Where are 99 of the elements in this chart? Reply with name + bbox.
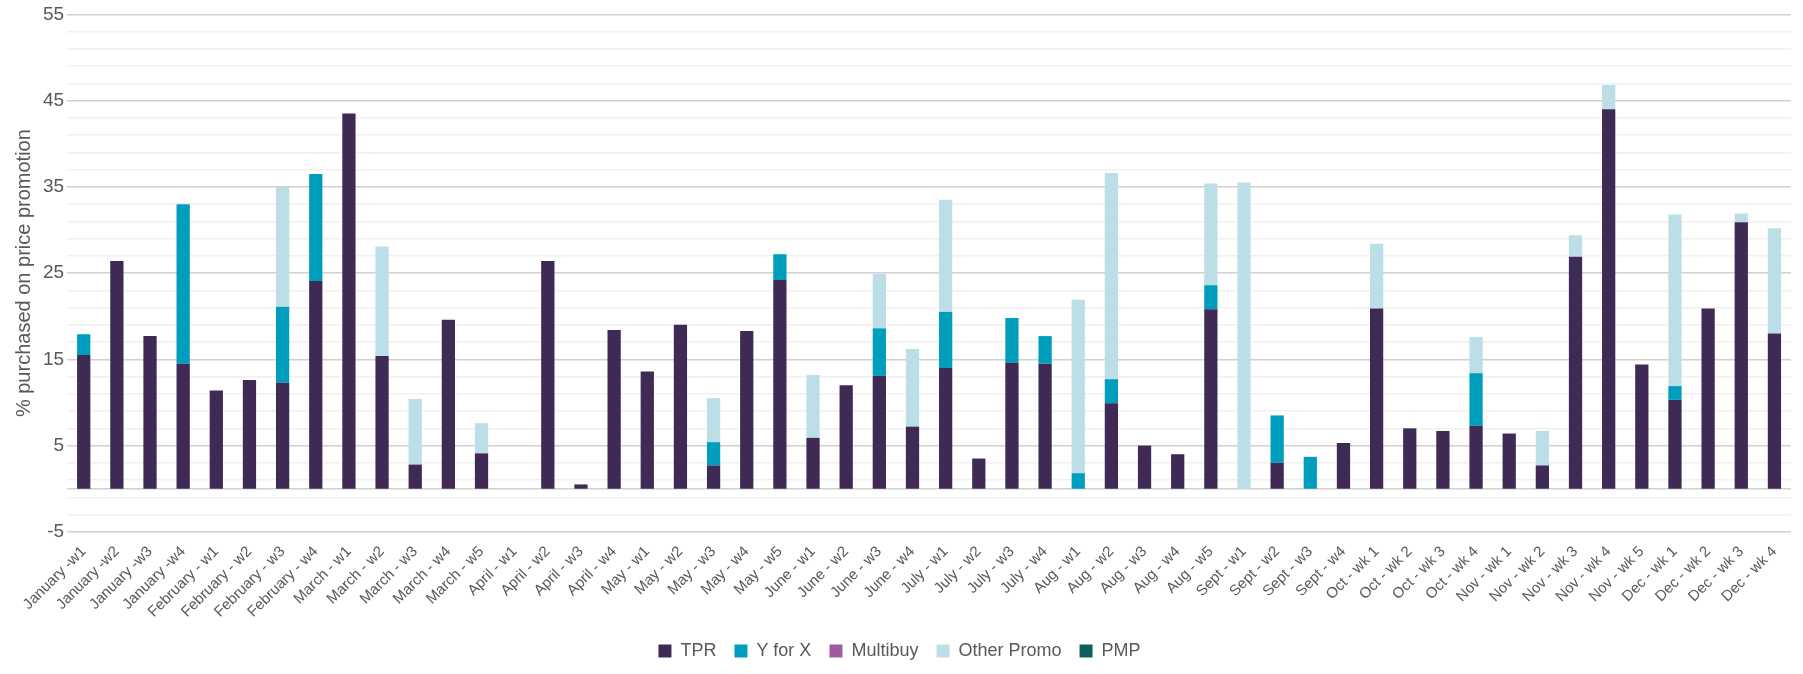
bar — [1270, 462, 1284, 489]
bar — [375, 246, 389, 356]
bar — [441, 319, 455, 489]
bar — [1403, 428, 1417, 489]
y-tick-label: 5 — [53, 433, 65, 455]
bar — [1734, 213, 1748, 223]
bar — [1204, 285, 1218, 310]
bar — [1602, 85, 1616, 110]
bar — [905, 426, 920, 489]
bar — [1502, 433, 1516, 489]
bar — [1369, 308, 1384, 489]
legend-label: TPR — [680, 639, 717, 660]
bar — [939, 367, 953, 489]
bar — [309, 280, 323, 489]
bar — [905, 349, 920, 427]
bar — [872, 273, 886, 329]
y-tick-label: -5 — [47, 520, 65, 542]
bar — [110, 261, 124, 489]
bar — [342, 113, 356, 489]
bar — [1237, 182, 1251, 489]
legend-label: Multibuy — [851, 639, 919, 660]
bar — [1071, 299, 1085, 474]
legend-label: Y for X — [756, 639, 812, 660]
bar — [806, 437, 820, 489]
bar — [1204, 183, 1218, 286]
bar — [1469, 336, 1483, 374]
y-tick-label: 45 — [42, 88, 65, 110]
bar — [474, 423, 489, 454]
bar — [77, 334, 91, 356]
bar — [1469, 425, 1483, 489]
bar — [806, 374, 820, 438]
bar — [541, 261, 555, 489]
y-tick-label: 55 — [42, 2, 65, 24]
y-tick-label: 25 — [42, 261, 65, 283]
bar — [740, 330, 754, 489]
bar — [242, 380, 257, 489]
bar — [1668, 399, 1682, 489]
bar — [1005, 362, 1019, 489]
bar — [607, 330, 621, 489]
bar — [839, 385, 853, 489]
bar — [972, 458, 986, 489]
bar — [706, 442, 721, 466]
bar — [1436, 430, 1450, 489]
bar — [1104, 173, 1119, 380]
bar — [872, 328, 886, 376]
bar — [1568, 256, 1583, 489]
bar — [77, 355, 91, 489]
bar — [574, 484, 588, 489]
bar — [176, 204, 190, 364]
bar — [1602, 109, 1616, 489]
bar — [1104, 403, 1119, 489]
bar — [1171, 454, 1185, 489]
bar — [275, 186, 290, 307]
bar — [773, 280, 787, 489]
bar — [1535, 465, 1549, 489]
y-tick-label: 35 — [42, 175, 65, 197]
bar — [1204, 309, 1218, 489]
bar — [1469, 373, 1483, 426]
bar — [1369, 243, 1384, 309]
y-tick-label: 15 — [42, 347, 65, 369]
bar — [1535, 430, 1549, 466]
bar — [375, 355, 389, 489]
bar — [1038, 363, 1052, 489]
bar — [706, 398, 721, 443]
bar — [1701, 308, 1715, 489]
bar — [706, 465, 721, 489]
legend-label: Other Promo — [958, 639, 1062, 660]
bar — [1137, 445, 1152, 489]
bar — [939, 199, 953, 312]
bar — [1104, 379, 1119, 404]
bar — [209, 390, 223, 489]
bar — [408, 399, 422, 465]
bar — [773, 254, 787, 281]
bar — [143, 336, 157, 489]
legend-label: PMP — [1101, 639, 1141, 660]
bar — [1038, 336, 1052, 364]
bar — [1270, 415, 1284, 463]
bar — [1568, 235, 1583, 257]
bar — [474, 453, 489, 489]
bar — [275, 382, 290, 489]
bar — [872, 375, 886, 489]
bar — [309, 173, 323, 281]
bar — [1767, 228, 1782, 334]
bar — [1734, 222, 1748, 489]
bar — [176, 363, 190, 489]
bar — [1303, 456, 1317, 489]
bar — [640, 371, 654, 489]
bar — [939, 311, 953, 368]
bar — [1635, 364, 1649, 489]
bar — [673, 324, 688, 489]
bar — [275, 306, 290, 383]
y-axis-title: % purchased on price promotion — [11, 129, 34, 418]
bar — [408, 464, 422, 489]
bar — [1668, 214, 1682, 387]
bar — [1336, 443, 1351, 489]
bar — [1005, 317, 1019, 363]
bar — [1071, 473, 1085, 489]
bar — [1767, 333, 1782, 489]
bar — [1668, 386, 1682, 400]
